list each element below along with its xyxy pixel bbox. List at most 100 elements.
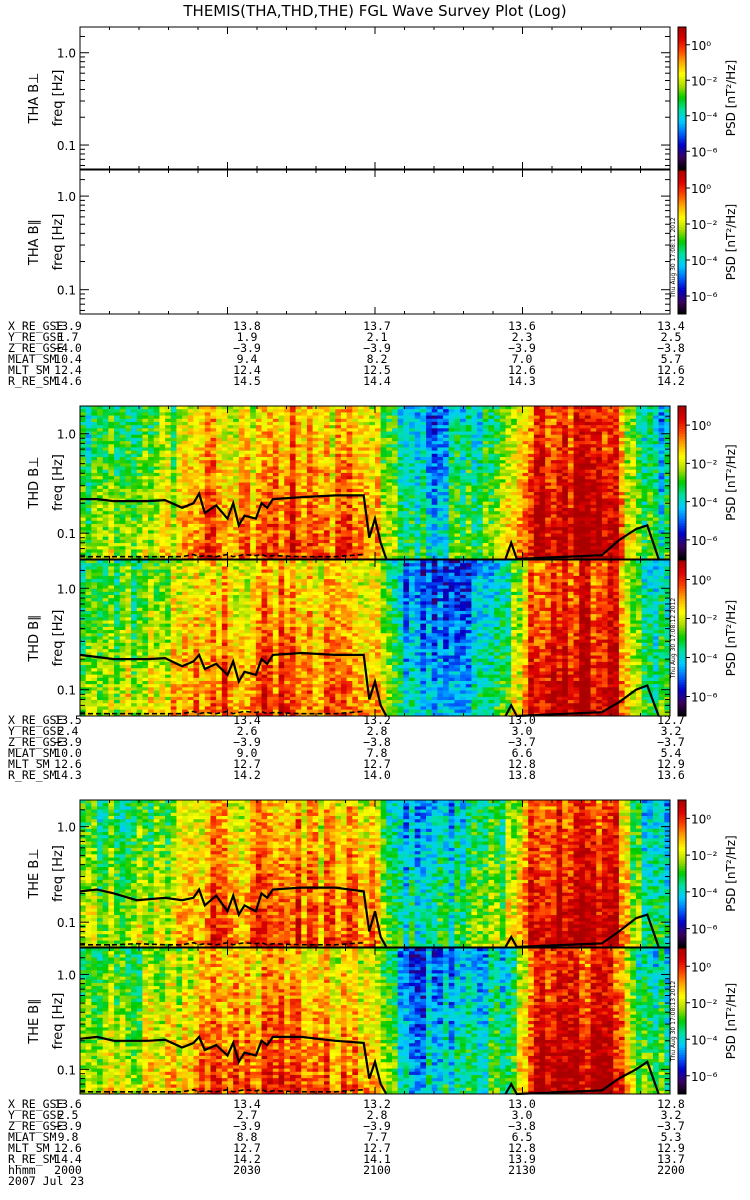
spectrogram-cell: [426, 431, 433, 436]
spectrogram-cell: [289, 479, 296, 483]
spectrogram-cell: [97, 472, 104, 477]
spectrogram-cell: [630, 421, 637, 426]
spectrogram-cell: [369, 495, 376, 499]
spectrogram-cell: [102, 469, 109, 474]
spectrogram-cell: [267, 533, 274, 538]
spectrogram-cell: [159, 482, 166, 487]
spectrogram-cell: [522, 504, 529, 509]
spectrogram-cell: [301, 504, 308, 509]
spectrogram-cell: [380, 523, 387, 528]
spectrogram-cell: [482, 552, 489, 557]
spectrogram-cell: [414, 539, 421, 544]
spectrogram-cell: [392, 520, 399, 525]
spectrogram-cell: [601, 441, 608, 445]
spectrogram-cell: [233, 543, 240, 547]
colorbar-band: [678, 45, 686, 49]
spectrogram-cell: [460, 482, 467, 487]
spectrogram-cell: [494, 504, 501, 509]
spectrogram-cell: [114, 457, 121, 461]
spectrogram-cell: [494, 476, 501, 480]
spectrogram-cell: [420, 460, 427, 464]
spectrogram-cell: [630, 441, 637, 445]
spectrogram-cell: [624, 539, 631, 544]
spectrogram-cell: [85, 495, 92, 499]
spectrogram-cell: [323, 523, 331, 528]
spectrogram-cell: [392, 536, 399, 541]
spectrogram-cell: [426, 450, 433, 455]
spectrogram-cell: [142, 431, 149, 436]
spectrogram-cell: [363, 479, 370, 483]
spectrogram-cell: [386, 469, 393, 474]
spectrogram-cell: [420, 495, 427, 499]
spectrogram-cell: [261, 517, 268, 522]
spectrogram-cell: [238, 523, 245, 528]
spectrogram-cell: [465, 555, 472, 560]
spectrogram-cell: [494, 418, 501, 423]
spectrogram-cell: [511, 508, 518, 512]
spectrogram-cell: [340, 476, 348, 480]
spectrogram-cell: [340, 549, 348, 554]
spectrogram-cell: [97, 421, 104, 426]
spectrogram-cell: [148, 555, 155, 560]
spectrogram-cell: [624, 511, 631, 515]
spectrogram-cell: [227, 517, 234, 522]
spectrogram-cell: [85, 543, 92, 547]
spectrogram-cell: [284, 543, 291, 547]
spectrogram-cell: [579, 501, 586, 506]
spectrogram-cell: [516, 412, 523, 416]
spectrogram-cell: [465, 472, 472, 477]
spectrogram-cell: [227, 527, 234, 531]
spectrogram-cell: [465, 523, 472, 528]
spectrogram-cell: [199, 457, 206, 461]
spectrogram-cell: [550, 457, 557, 461]
spectrogram-cell: [386, 517, 393, 522]
spectrogram-cell: [448, 530, 455, 534]
spectrogram-cell: [556, 472, 563, 477]
spectrogram-cell: [357, 501, 365, 506]
spectrogram-cell: [210, 498, 217, 503]
spectrogram-cell: [601, 472, 608, 477]
spectrogram-cell: [601, 546, 608, 550]
spectrogram-cell: [125, 508, 132, 512]
spectrogram-cell: [272, 409, 279, 413]
spectrogram-cell: [556, 495, 563, 499]
spectrogram-cell: [312, 457, 319, 461]
spectrogram-cell: [91, 520, 98, 525]
spectrogram-cell: [193, 457, 200, 461]
colorbar-tick-label: 10⁻⁶: [691, 290, 718, 304]
spectrogram-cell: [221, 415, 228, 420]
spectrogram-cell: [159, 421, 166, 426]
spectrogram-cell: [454, 453, 461, 458]
spectrogram-cell: [148, 457, 155, 461]
spectrogram-cell: [584, 472, 591, 477]
spectrogram-cell: [375, 520, 382, 525]
spectrogram-cell: [471, 495, 478, 499]
spectrogram-cell: [267, 546, 274, 550]
spectrogram-cell: [340, 479, 348, 483]
spectrogram-cell: [176, 555, 183, 560]
spectrogram-cell: [369, 479, 376, 483]
colorbar-band: [678, 53, 686, 56]
spectrogram-cell: [630, 479, 637, 483]
spectrogram-cell: [567, 450, 574, 455]
spectrogram-cell: [323, 466, 331, 471]
spectrogram-cell: [340, 530, 348, 534]
spectrogram-cell: [187, 543, 194, 547]
spectrogram-cell: [431, 447, 438, 452]
spectrogram-cell: [601, 539, 608, 544]
spectrogram-cell: [153, 447, 160, 452]
spectrogram-cell: [278, 549, 285, 554]
spectrogram-cell: [119, 517, 126, 522]
spectrogram-cell: [499, 457, 506, 461]
spectrogram-cell: [91, 406, 98, 410]
spectrogram-cell: [261, 520, 268, 525]
spectrogram-cell: [448, 508, 455, 512]
spectrogram-cell: [119, 485, 126, 490]
spectrogram-cell: [624, 530, 631, 534]
spectrogram-cell: [590, 415, 597, 420]
spectrogram-cell: [255, 533, 262, 538]
spectrogram-cell: [454, 514, 461, 518]
spectrogram-cell: [159, 441, 166, 445]
spectrogram-cell: [579, 504, 586, 509]
spectrogram-cell: [488, 421, 495, 426]
